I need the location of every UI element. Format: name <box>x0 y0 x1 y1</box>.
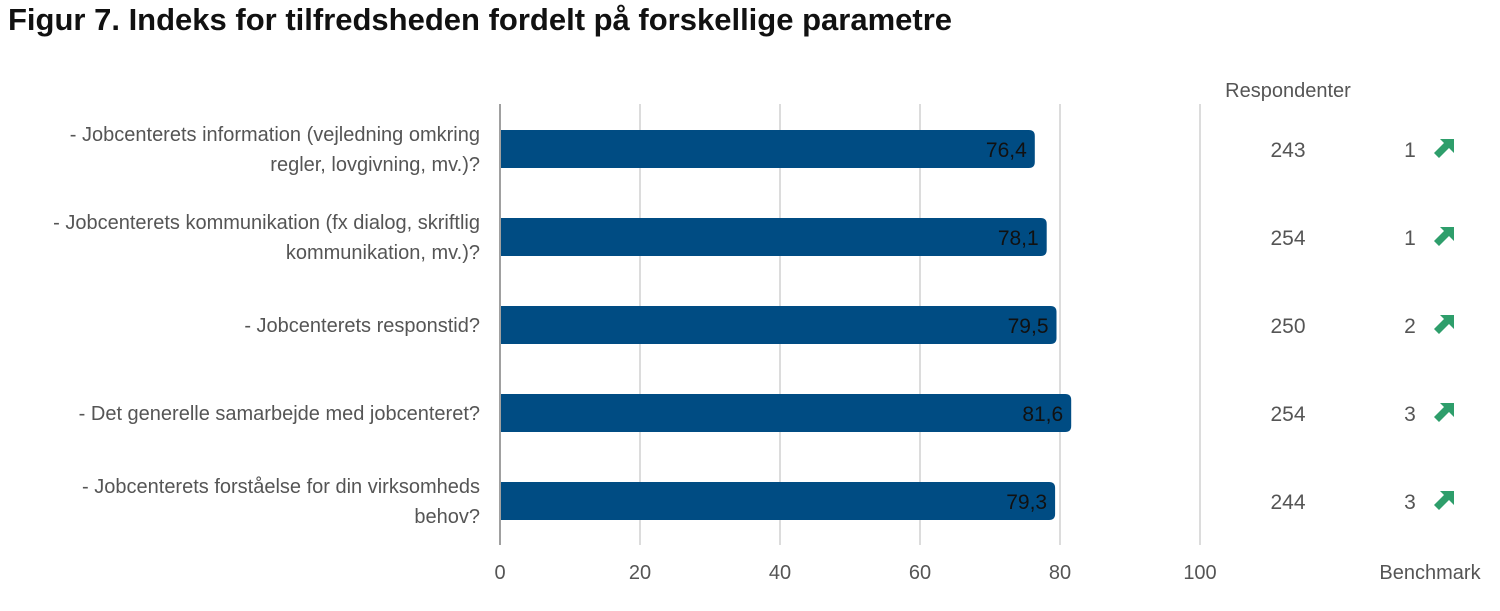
chart-title: Figur 7. Indeks for tilfredsheden fordel… <box>8 2 953 37</box>
x-tick-label: 80 <box>1049 562 1071 584</box>
bar <box>500 394 1072 432</box>
x-tick-label: 40 <box>769 562 791 584</box>
x-tick-label: 60 <box>909 562 931 584</box>
x-tick-label: 100 <box>1183 562 1216 584</box>
category-label: - Jobcenterets responstid? <box>244 315 480 337</box>
data-label: 79,5 <box>1008 315 1049 338</box>
respondents-header: Respondenter <box>1225 80 1351 102</box>
arrow-up-right-icon <box>1434 491 1454 510</box>
arrow-up-right-icon <box>1434 139 1454 158</box>
data-label: 81,6 <box>1022 403 1063 426</box>
respondent-count: 254 <box>1270 227 1305 250</box>
data-label: 76,4 <box>986 139 1027 162</box>
category-label: - Jobcenterets information (vejledning o… <box>70 124 480 146</box>
benchmark-rank: 3 <box>1404 403 1416 426</box>
category-label: regler, lovgivning, mv.)? <box>270 154 480 176</box>
bar <box>500 482 1056 520</box>
bar <box>500 218 1047 256</box>
category-label: - Jobcenterets forståelse for din virkso… <box>82 476 480 498</box>
x-tick-label: 0 <box>494 562 505 584</box>
benchmark-label: Benchmark <box>1379 562 1481 584</box>
category-label: - Jobcenterets kommunikation (fx dialog,… <box>53 212 480 234</box>
benchmark-rank: 2 <box>1404 315 1416 338</box>
respondent-count: 250 <box>1270 315 1305 338</box>
respondent-count: 254 <box>1270 403 1305 426</box>
benchmark-rank: 3 <box>1404 491 1416 514</box>
data-label: 79,3 <box>1006 491 1047 514</box>
benchmark-rank: 1 <box>1404 227 1416 250</box>
arrow-up-right-icon <box>1434 227 1454 246</box>
bar <box>500 306 1057 344</box>
bar <box>500 130 1035 168</box>
arrow-up-right-icon <box>1434 403 1454 422</box>
category-label: - Det generelle samarbejde med jobcenter… <box>79 403 480 425</box>
respondent-count: 244 <box>1270 491 1305 514</box>
x-tick-label: 20 <box>629 562 651 584</box>
category-label: kommunikation, mv.)? <box>286 242 480 264</box>
respondent-count: 243 <box>1270 139 1305 162</box>
benchmark-rank: 1 <box>1404 139 1416 162</box>
arrow-up-right-icon <box>1434 315 1454 334</box>
data-label: 78,1 <box>998 227 1039 250</box>
category-label: behov? <box>414 506 480 528</box>
